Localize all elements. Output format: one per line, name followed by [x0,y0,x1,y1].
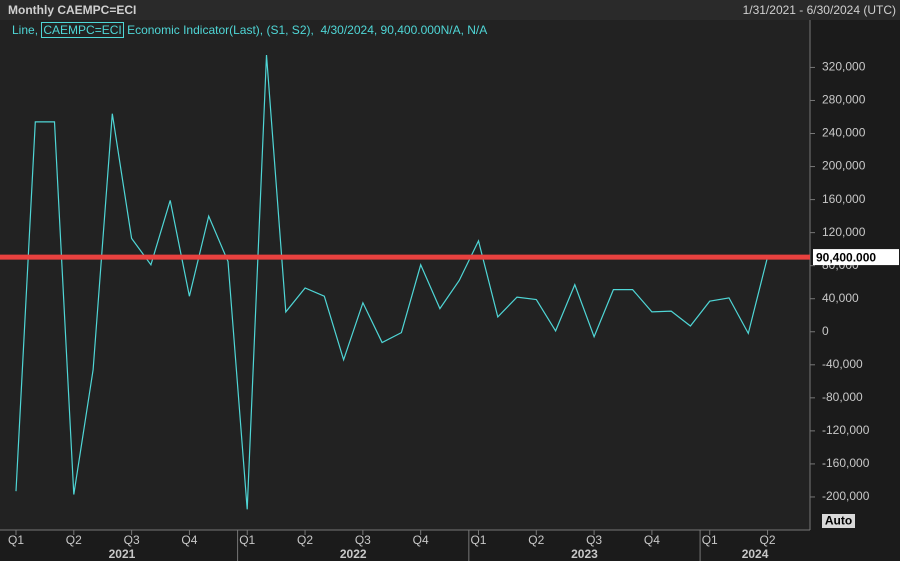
year-label: 2023 [571,547,598,561]
x-tick-label: Q4 [413,533,429,547]
y-tick-label: 240,000 [822,126,866,140]
x-tick-label: Q4 [181,533,197,547]
series-line [15,54,769,510]
x-tick-label: Q4 [644,533,660,547]
x-tick-label: Q3 [586,533,602,547]
y-tick-label: -200,000 [822,489,870,503]
y-tick-label: 320,000 [822,60,866,74]
y-tick-label: -120,000 [822,423,870,437]
x-tick-label: Q3 [124,533,140,547]
x-tick-label: Q3 [355,533,371,547]
y-tick-label: 120,000 [822,225,866,239]
x-tick-label: Q1 [239,533,255,547]
year-label: 2021 [109,547,136,561]
reference-label: 90,400.000 [816,250,876,264]
plot-area [0,20,810,530]
x-tick-label: Q1 [8,533,24,547]
header-bar: Monthly CAEMPC=ECI 1/31/2021 - 6/30/2024… [0,0,900,20]
legend-prefix: Line, [12,23,39,37]
y-tick-label: 200,000 [822,159,866,173]
year-label: 2024 [742,547,769,561]
auto-button-bg[interactable] [822,514,855,528]
date-range: 1/31/2021 - 6/30/2024 (UTC) [742,3,896,17]
reference-label-bg [813,249,899,266]
x-tick-label: Q1 [470,533,486,547]
y-tick-label: 40,000 [822,291,859,305]
legend-suffix: Economic Indicator(Last), (S1, S2), 4/30… [127,23,488,37]
y-tick-label: -80,000 [822,390,863,404]
x-tick-label: Q2 [528,533,544,547]
x-tick-label: Q2 [66,533,82,547]
x-tick-label: Q2 [760,533,776,547]
legend: Line, CAEMPC=ECI Economic Indicator(Last… [12,22,487,38]
auto-button[interactable]: Auto [825,514,852,528]
year-label: 2022 [340,547,367,561]
y-tick-label: -40,000 [822,357,863,371]
x-tick-label: Q1 [702,533,718,547]
y-tick-label: 0 [822,324,829,338]
y-tick-label: 280,000 [822,93,866,107]
y-tick-label: 160,000 [822,192,866,206]
y-tick-label: -160,000 [822,456,870,470]
x-tick-label: Q2 [297,533,313,547]
chart-title: Monthly CAEMPC=ECI [8,3,137,17]
legend-entry[interactable]: CAEMPC=ECI [41,22,124,38]
